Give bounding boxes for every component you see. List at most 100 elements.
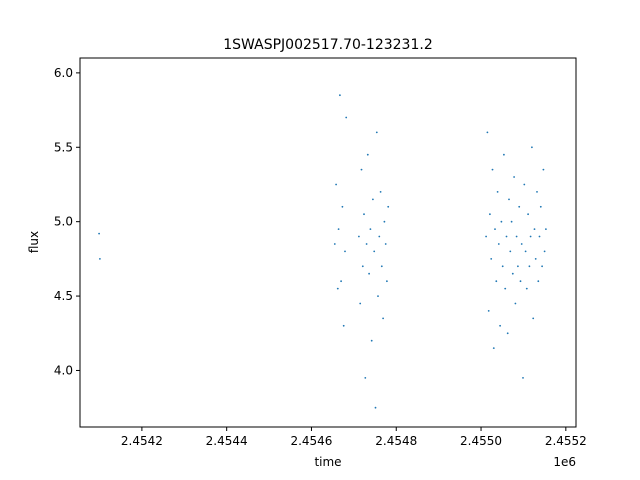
data-point [364,377,367,379]
data-point [333,243,336,245]
y-axis-ticks: 4.0 4.5 5.0 5.5 6.0 [54,66,80,377]
data-point [514,302,517,305]
data-point [344,250,346,253]
y-tick-label: 5.5 [54,140,73,154]
data-point [537,280,540,283]
data-point [387,205,390,208]
data-point [342,324,345,327]
chart-title: 1SWASPJ002517.70-123231.2 [223,37,432,53]
data-point [384,243,387,245]
data-point [335,183,337,186]
data-point [534,258,537,260]
data-point [368,272,370,275]
y-tick-label: 6.0 [54,66,73,80]
data-point [372,198,374,201]
x-tick-label: 2.4552 [545,434,587,448]
data-point [506,332,509,335]
x-tick-label: 2.4544 [206,434,248,448]
data-point [383,220,386,223]
data-point [340,280,342,283]
data-point [490,258,493,260]
data-point [489,213,491,216]
data-point [485,235,487,238]
data-point [532,317,535,320]
data-point [379,191,382,193]
data-point [361,265,364,268]
data-point [522,377,524,379]
data-point [538,235,541,238]
data-point [529,235,532,238]
data-point [336,287,339,290]
data-point [503,153,505,156]
data-point [528,265,531,268]
data-point [508,198,510,201]
data-point [545,228,547,231]
data-point [99,258,101,260]
x-axis-label: time [314,455,341,469]
data-point [524,250,527,253]
data-point [373,250,376,253]
data-point [337,228,340,231]
data-point [360,168,363,171]
data-point [531,146,533,149]
data-point [501,265,504,268]
data-point [496,191,499,193]
data-point [374,406,377,409]
data-point [533,228,536,231]
data-point [543,250,546,253]
data-point [504,287,507,290]
y-axis-label: flux [27,231,41,253]
x-tick-label: 2.4542 [121,434,163,448]
data-point [523,183,526,186]
data-point [539,205,542,208]
data-point [515,235,518,238]
data-point [519,280,522,283]
data-point [382,317,384,320]
x-tick-label: 2.4550 [460,434,502,448]
data-point [494,228,496,231]
data-point [491,168,494,171]
data-point [536,191,538,193]
data-point [378,235,381,238]
data-point [380,265,383,268]
data-point [525,287,528,290]
data-point [492,347,495,349]
data-point [520,243,523,245]
data-point [518,205,521,208]
y-tick-label: 4.5 [54,289,73,303]
plot-area-frame [79,57,577,428]
data-point [358,235,360,238]
data-point [98,232,100,235]
data-point [513,176,515,178]
x-axis-ticks: 2.4542 2.4544 2.4546 2.4548 2.4550 2.4552 [121,427,587,448]
data-points-layer [98,94,547,409]
data-point [541,265,543,268]
data-point [495,280,498,283]
data-point [369,228,372,231]
data-point [527,213,529,216]
data-point [505,235,508,238]
data-point [486,131,489,134]
x-tick-label: 2.4548 [375,434,417,448]
data-point [497,243,500,245]
data-point [375,131,378,134]
x-tick-label: 2.4546 [290,434,332,448]
data-point [366,153,369,156]
data-point [517,265,519,268]
y-tick-label: 5.0 [54,215,73,229]
data-point [370,339,373,342]
data-point [377,295,379,297]
data-point [487,310,490,312]
data-point [365,243,368,245]
data-point [339,94,341,97]
data-point [363,213,365,216]
data-point [341,205,344,208]
y-tick-label: 4.0 [54,363,73,377]
data-point [359,302,362,305]
data-point [542,168,545,171]
data-point [511,272,514,275]
x-axis-offset-label: 1e6 [553,455,576,469]
data-point [510,220,513,223]
data-point [345,116,348,119]
